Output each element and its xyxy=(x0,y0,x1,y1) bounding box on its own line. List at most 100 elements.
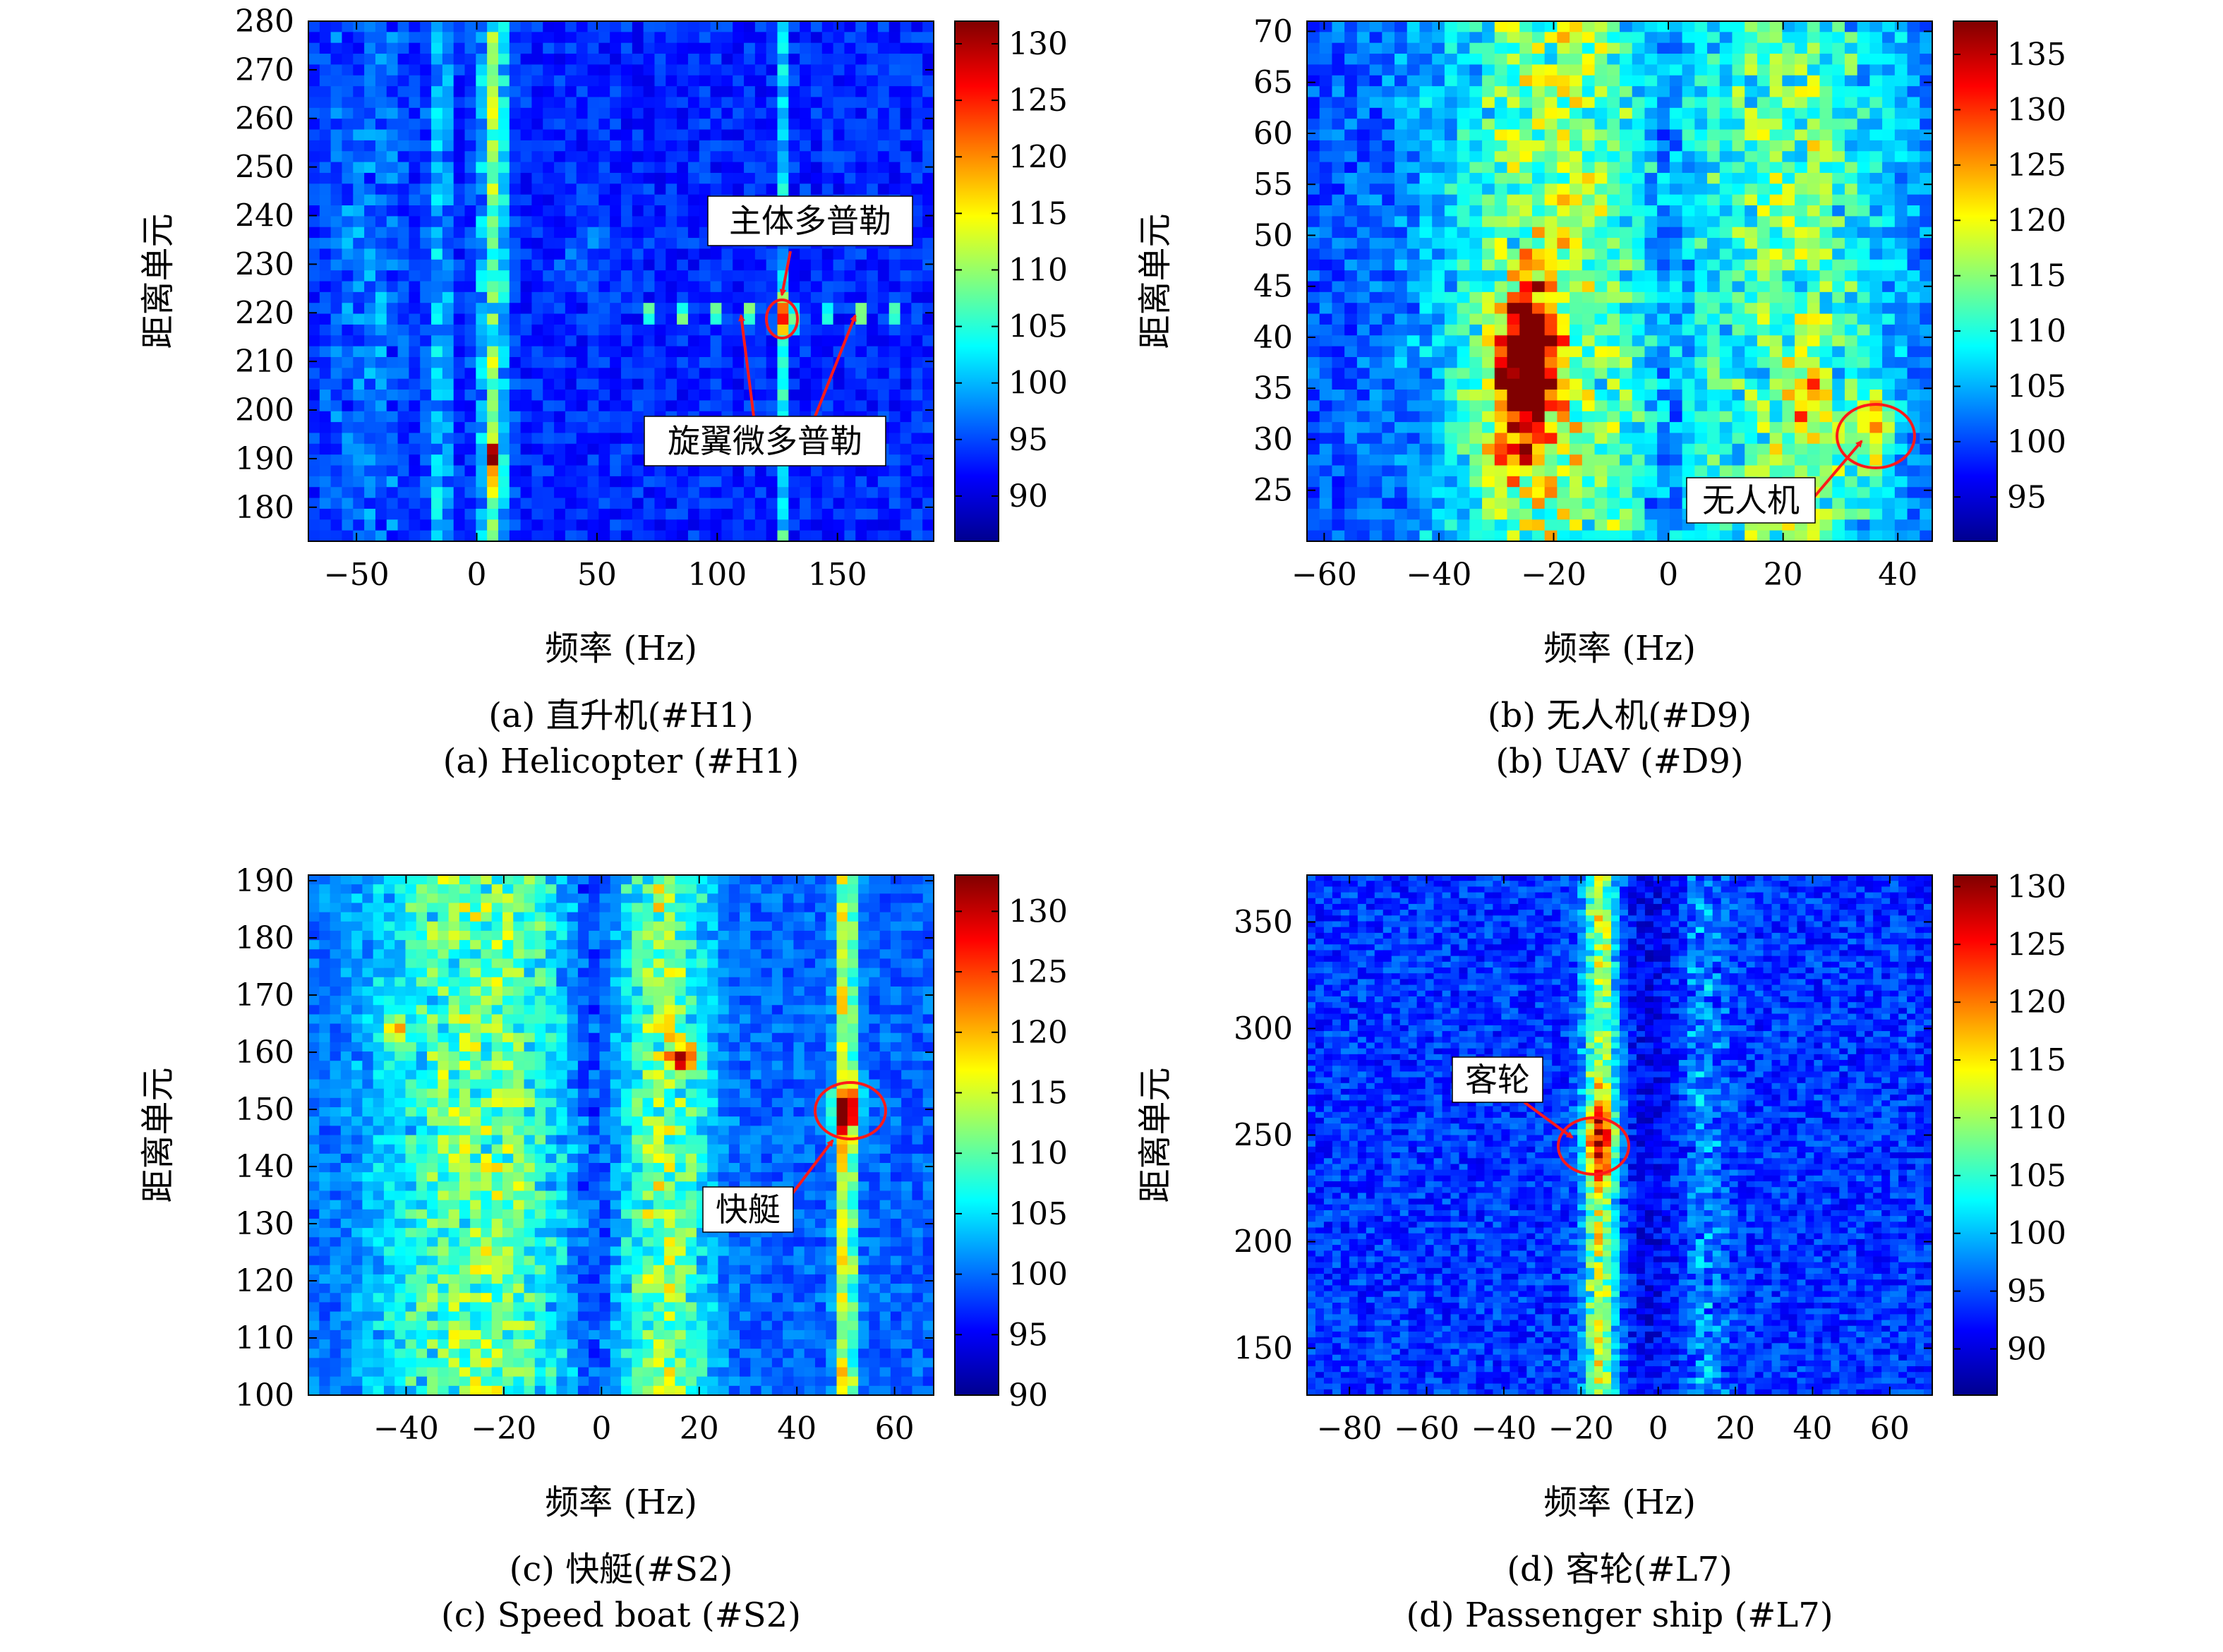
heatmap-cell xyxy=(665,195,677,206)
heatmap-cell xyxy=(1457,183,1470,195)
heatmap-cell xyxy=(543,119,554,130)
heatmap-cell xyxy=(788,335,800,346)
heatmap-cell xyxy=(1370,205,1382,217)
heatmap-cell xyxy=(878,140,889,152)
colorbar-tick-label: 115 xyxy=(1008,195,1068,231)
heatmap-cell xyxy=(800,368,811,379)
heatmap-cell xyxy=(1732,357,1745,368)
heatmap-cell xyxy=(431,21,442,32)
heatmap-cell xyxy=(1320,162,1332,174)
heatmap-cell xyxy=(554,195,565,206)
heatmap-cell xyxy=(320,357,331,368)
heatmap-cell xyxy=(1644,314,1657,325)
y-tick-label: 210 xyxy=(235,344,294,380)
heatmap-cell xyxy=(1920,270,1932,282)
heatmap-cell xyxy=(1807,238,1820,249)
heatmap-cell xyxy=(353,32,364,43)
heatmap-cell xyxy=(800,108,811,119)
heatmap-cell xyxy=(1482,303,1495,314)
heatmap-cell xyxy=(855,108,867,119)
heatmap-cell xyxy=(1344,292,1357,303)
heatmap-cell xyxy=(598,205,610,217)
heatmap-cell xyxy=(442,519,454,531)
heatmap-cell xyxy=(811,531,822,542)
heatmap-cell xyxy=(744,97,755,108)
heatmap-cell xyxy=(1707,466,1720,477)
heatmap-cell xyxy=(1670,454,1682,466)
heatmap-cell xyxy=(1869,130,1882,141)
heatmap-cell xyxy=(1745,357,1757,368)
heatmap-cell xyxy=(900,248,912,260)
heatmap-cell xyxy=(1720,21,1733,32)
heatmap-cell xyxy=(1607,195,1620,206)
heatmap-cell xyxy=(711,32,722,43)
heatmap-cell xyxy=(1482,54,1495,65)
heatmap-cell xyxy=(454,379,465,390)
heatmap-cell xyxy=(778,498,789,510)
heatmap-cell xyxy=(1357,227,1370,239)
heatmap-cell xyxy=(744,108,755,119)
heatmap-cell xyxy=(1344,325,1357,336)
heatmap-cell xyxy=(1782,390,1795,401)
heatmap-cell xyxy=(610,119,621,130)
heatmap-cell xyxy=(331,379,342,390)
heatmap-cell xyxy=(788,32,800,43)
heatmap-cell xyxy=(364,498,375,510)
heatmap-cell xyxy=(1394,454,1407,466)
heatmap-cell xyxy=(644,487,655,498)
heatmap-cell xyxy=(353,498,364,510)
heatmap-cell xyxy=(1694,292,1707,303)
heatmap-cell xyxy=(387,411,398,423)
heatmap-cell xyxy=(1595,216,1608,227)
heatmap-cell xyxy=(1332,487,1344,498)
heatmap-cell xyxy=(1382,454,1394,466)
heatmap-cell xyxy=(1707,411,1720,423)
heatmap-cell xyxy=(1570,238,1582,249)
heatmap-cell xyxy=(1770,346,1783,358)
heatmap-cell xyxy=(498,54,510,65)
heatmap-cell xyxy=(788,130,800,141)
heatmap-cell xyxy=(308,248,320,260)
heatmap-cell xyxy=(1770,151,1783,162)
heatmap-cell xyxy=(1845,314,1857,325)
heatmap-cell xyxy=(1582,282,1595,293)
heatmap-cell xyxy=(665,390,677,401)
heatmap-cell xyxy=(353,314,364,325)
heatmap-cell xyxy=(1657,433,1670,444)
heatmap-cell xyxy=(878,151,889,162)
heatmap-cell xyxy=(1720,325,1733,336)
heatmap-cell xyxy=(1307,476,1320,488)
heatmap-cell xyxy=(1857,195,1870,206)
heatmap-cell xyxy=(621,108,632,119)
heatmap-cell xyxy=(1595,379,1608,390)
heatmap-cell xyxy=(331,216,342,227)
heatmap-cell xyxy=(1670,108,1682,119)
heatmap-cell xyxy=(1482,379,1495,390)
heatmap-cell xyxy=(588,76,599,87)
heatmap-cell xyxy=(1857,162,1870,174)
heatmap-cell xyxy=(1732,162,1745,174)
heatmap-cell xyxy=(375,130,387,141)
heatmap-cell xyxy=(431,238,442,249)
heatmap-cell xyxy=(1644,444,1657,455)
heatmap-cell xyxy=(1707,248,1720,260)
colorbar-tick-label: 90 xyxy=(1008,478,1048,514)
heatmap-cell xyxy=(1482,108,1495,119)
heatmap-cell xyxy=(577,21,588,32)
heatmap-cell xyxy=(1857,368,1870,379)
heatmap-cell xyxy=(353,248,364,260)
heatmap-cell xyxy=(1820,32,1833,43)
heatmap-cell xyxy=(632,43,644,54)
heatmap-cell xyxy=(1320,54,1332,65)
heatmap-cell xyxy=(610,173,621,184)
heatmap-cell xyxy=(867,487,878,498)
heatmap-cell xyxy=(543,21,554,32)
heatmap-cell xyxy=(331,21,342,32)
heatmap-cell xyxy=(1545,43,1558,54)
heatmap-cell xyxy=(409,390,420,401)
heatmap-cell xyxy=(498,292,510,303)
heatmap-cell xyxy=(531,487,543,498)
heatmap-cell xyxy=(1620,21,1632,32)
heatmap-cell xyxy=(1532,183,1545,195)
heatmap-cell xyxy=(543,173,554,184)
